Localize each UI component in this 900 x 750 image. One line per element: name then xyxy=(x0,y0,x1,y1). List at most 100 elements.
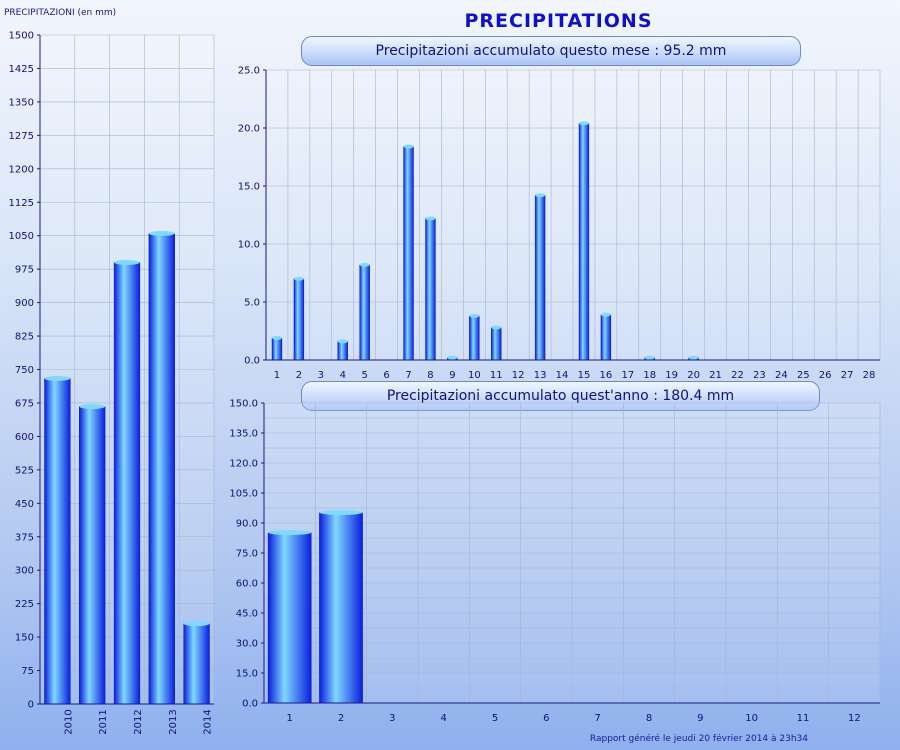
y-tick-label: 150 xyxy=(15,633,34,644)
y-tick-label: 25.0 xyxy=(238,66,260,77)
x-tick-label: 14 xyxy=(556,370,569,381)
units-label: PRECIPITAZIONI (en mm) xyxy=(4,8,117,18)
y-tick-label: 1275 xyxy=(9,131,34,142)
x-tick-label: 5 xyxy=(492,713,498,724)
y-tick-label: 105.0 xyxy=(229,489,258,500)
x-tick-label: 17 xyxy=(621,370,634,381)
x-tick-label: 19 xyxy=(665,370,678,381)
x-tick-label: 7 xyxy=(594,713,600,724)
bar-cap xyxy=(79,404,106,410)
bar xyxy=(578,123,590,361)
bar xyxy=(600,314,612,361)
bar-cap xyxy=(268,530,312,536)
bar-cap xyxy=(535,193,546,198)
y-tick-label: 30.0 xyxy=(236,639,258,650)
x-tick-label: 28 xyxy=(863,370,876,381)
bar-cap xyxy=(272,335,282,340)
x-tick-label: 4 xyxy=(440,713,446,724)
y-tick-label: 750 xyxy=(15,365,34,376)
x-tick-label: 2011 xyxy=(98,709,109,734)
x-tick-label: 18 xyxy=(643,370,656,381)
x-tick-label: 3 xyxy=(389,713,395,724)
bar xyxy=(293,278,305,361)
bar xyxy=(403,146,414,361)
y-tick-label: 135.0 xyxy=(229,429,258,440)
bar xyxy=(44,378,71,705)
x-tick-label: 4 xyxy=(340,370,346,381)
y-tick-label: 20.0 xyxy=(238,124,260,135)
y-tick-label: 600 xyxy=(15,432,34,443)
bar xyxy=(183,623,210,705)
x-tick-label: 3 xyxy=(318,370,324,381)
y-tick-label: 675 xyxy=(15,398,34,409)
x-tick-label: 1 xyxy=(274,370,280,381)
bar xyxy=(148,233,175,705)
x-tick-label: 11 xyxy=(797,713,810,724)
bar xyxy=(425,218,436,361)
x-tick-label: 10 xyxy=(745,713,758,724)
x-tick-label: 24 xyxy=(775,370,788,381)
y-tick-label: 75 xyxy=(21,666,34,677)
bar-cap xyxy=(447,355,458,360)
y-tick-label: 1425 xyxy=(9,64,34,75)
x-tick-label: 8 xyxy=(427,370,433,381)
bar-cap xyxy=(425,216,436,221)
y-tick-label: 1350 xyxy=(9,97,34,108)
bar-cap xyxy=(644,355,655,360)
x-tick-label: 20 xyxy=(687,370,700,381)
bar xyxy=(359,264,370,361)
bar xyxy=(469,315,480,361)
bar-cap xyxy=(469,313,480,318)
x-tick-label: 2014 xyxy=(203,709,214,734)
x-tick-label: 1 xyxy=(286,713,292,724)
x-tick-label: 12 xyxy=(512,370,525,381)
bar-cap xyxy=(491,325,502,330)
x-tick-label: 6 xyxy=(383,370,389,381)
y-tick-label: 0.0 xyxy=(242,699,258,710)
bar xyxy=(79,406,106,705)
year-total-banner: Precipitazioni accumulato quest'anno : 1… xyxy=(301,381,820,411)
x-tick-label: 22 xyxy=(731,370,744,381)
y-tick-label: 975 xyxy=(15,265,34,276)
bar-cap xyxy=(44,375,71,381)
y-tick-label: 1125 xyxy=(9,198,34,209)
x-tick-label: 2 xyxy=(338,713,344,724)
y-tick-label: 45.0 xyxy=(236,609,258,620)
y-tick-label: 1050 xyxy=(9,231,34,242)
y-tick-label: 90.0 xyxy=(236,519,258,530)
month-total-banner: Precipitazioni accumulato questo mese : … xyxy=(301,36,801,66)
bar-cap xyxy=(579,121,589,126)
x-tick-label: 6 xyxy=(543,713,549,724)
report-footer: Rapport généré le jeudi 20 février 2014 … xyxy=(589,734,808,744)
x-tick-label: 2010 xyxy=(63,709,74,734)
bar-cap xyxy=(148,230,175,236)
y-tick-label: 375 xyxy=(15,532,34,543)
y-tick-label: 1500 xyxy=(9,31,34,42)
x-tick-label: 7 xyxy=(405,370,411,381)
x-tick-label: 12 xyxy=(848,713,861,724)
bar-cap xyxy=(688,355,699,360)
x-tick-label: 2012 xyxy=(133,709,144,734)
x-tick-label: 9 xyxy=(697,713,703,724)
bar-cap xyxy=(600,312,611,317)
x-tick-label: 26 xyxy=(819,370,832,381)
y-tick-label: 0.0 xyxy=(244,356,260,367)
bar-cap xyxy=(337,339,348,344)
y-tick-label: 225 xyxy=(15,599,34,610)
yearly-totals-chart: 0 75 150 225 300 375 450 525 600 675 750 825 900 975 1… xyxy=(9,31,215,735)
bar-cap xyxy=(319,510,363,516)
bar xyxy=(271,337,283,361)
bar-cap xyxy=(403,144,414,149)
y-tick-label: 150.0 xyxy=(229,399,258,410)
bar xyxy=(319,512,363,704)
y-tick-label: 1200 xyxy=(9,164,34,175)
y-tick-label: 10.0 xyxy=(238,240,260,251)
y-tick-label: 300 xyxy=(15,566,34,577)
x-tick-label: 11 xyxy=(490,370,503,381)
bar-cap xyxy=(293,276,304,281)
y-tick-label: 0 xyxy=(28,700,34,711)
x-tick-label: 15 xyxy=(578,370,591,381)
x-tick-label: 9 xyxy=(449,370,455,381)
bar-cap xyxy=(359,262,370,267)
x-tick-label: 25 xyxy=(797,370,810,381)
